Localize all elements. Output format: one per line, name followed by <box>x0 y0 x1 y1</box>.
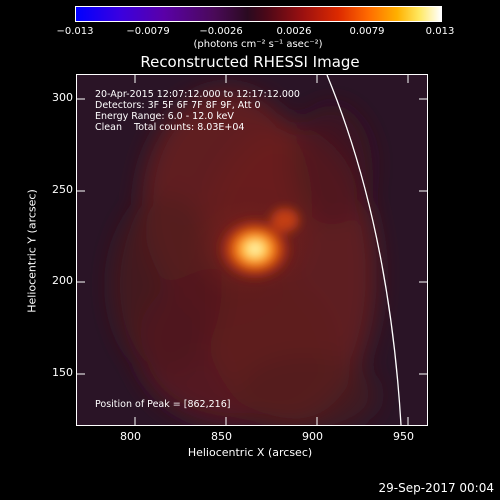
y-tick-label: 250 <box>52 183 73 196</box>
colorbar-tick-label: −0.0026 <box>199 26 243 37</box>
colorbar-tick-label: −0.0079 <box>126 26 170 37</box>
info-energy-range: Energy Range: 6.0 - 12.0 keV <box>95 111 234 122</box>
x-tick-label: 950 <box>393 430 414 443</box>
colorbar-tick-label: 0.0079 <box>349 26 385 37</box>
colorbar-tick-label: 0.013 <box>425 26 455 37</box>
flare-source <box>217 208 299 281</box>
y-tick-label: 300 <box>52 91 73 104</box>
x-tick-label: 850 <box>211 430 232 443</box>
x-axis-label: Heliocentric X (arcsec) <box>187 446 313 459</box>
info-detectors: Detectors: 3F 5F 6F 7F 8F 9F, Att 0 <box>95 100 261 111</box>
colorbar-units: (photons cm⁻² s⁻¹ asec⁻²) <box>193 39 323 50</box>
colorbar-tick-label: 0.0026 <box>276 26 312 37</box>
info-time-range: 20-Apr-2015 12:07:12.000 to 12:17:12.000 <box>95 89 300 100</box>
rhessi-image <box>77 75 427 425</box>
y-tick-label: 150 <box>52 366 73 379</box>
y-tick-label: 200 <box>52 274 73 287</box>
peak-position: Position of Peak = [862,216] <box>95 399 231 410</box>
x-tick-label: 900 <box>302 430 323 443</box>
y-axis-label: Heliocentric Y (arcsec) <box>25 189 39 313</box>
colorbar <box>75 6 442 22</box>
plot-title: Reconstructed RHESSI Image <box>140 53 360 71</box>
rhessi-image-plot: 20-Apr-2015 12:07:12.000 to 12:17:12.000… <box>76 74 428 426</box>
x-tick-label: 800 <box>120 430 141 443</box>
footer-timestamp: 29-Sep-2017 00:04 <box>378 481 494 495</box>
observation-info: 20-Apr-2015 12:07:12.000 to 12:17:12.000… <box>95 89 300 133</box>
info-counts: Clean Total counts: 8.03E+04 <box>95 122 245 133</box>
axis-ticks <box>77 75 427 425</box>
solar-limb <box>326 75 402 425</box>
colorbar-tick-label: −0.013 <box>56 26 94 37</box>
